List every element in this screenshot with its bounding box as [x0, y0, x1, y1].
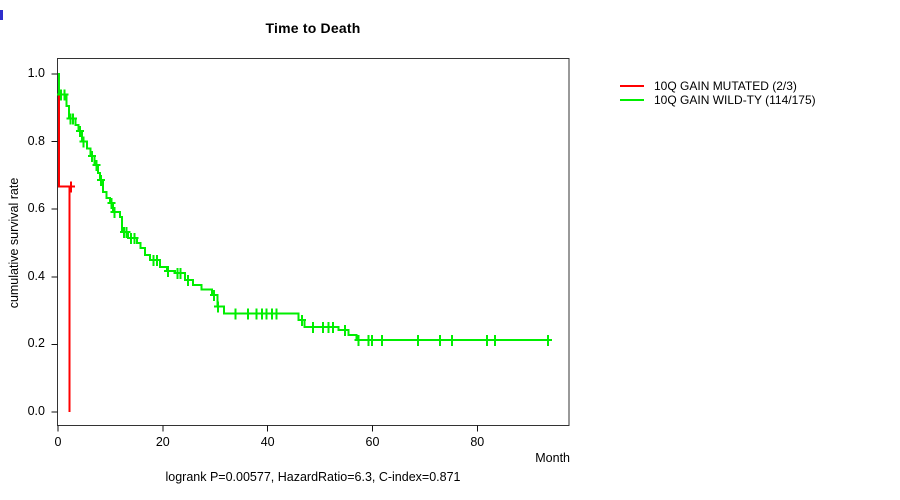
legend-item-mutated: 10Q GAIN MUTATED (2/3)	[620, 79, 816, 93]
y-tick-label: 0.0	[27, 404, 45, 418]
legend-line-wildtype-icon	[620, 99, 644, 101]
x-axis-title: Month	[535, 451, 570, 465]
x-tick-label: 80	[470, 435, 485, 449]
legend-item-wildtype: 10Q GAIN WILD-TY (114/175)	[620, 93, 816, 107]
y-tick-label: 0.8	[27, 133, 45, 148]
legend-label-mutated: 10Q GAIN MUTATED (2/3)	[654, 79, 797, 93]
x-tick-label: 0	[54, 435, 62, 449]
screen-edge-artifact	[0, 10, 3, 20]
plot-title: Time to Death	[265, 20, 361, 36]
y-tick-label: 0.4	[27, 268, 45, 283]
x-tick-label: 20	[155, 435, 170, 449]
y-tick-label: 0.6	[27, 201, 45, 216]
legend-label-wildtype: 10Q GAIN WILD-TY (114/175)	[654, 93, 816, 107]
y-tick-label: 0.2	[27, 336, 45, 351]
y-tick-label: 1.0	[27, 66, 45, 80]
legend: 10Q GAIN MUTATED (2/3) 10Q GAIN WILD-TY …	[620, 79, 816, 107]
legend-line-mutated-icon	[620, 85, 644, 87]
x-tick-label: 60	[365, 435, 380, 449]
x-tick-label: 40	[260, 435, 275, 449]
stats-footer: logrank P=0.00577, HazardRatio=6.3, C-in…	[165, 470, 461, 484]
